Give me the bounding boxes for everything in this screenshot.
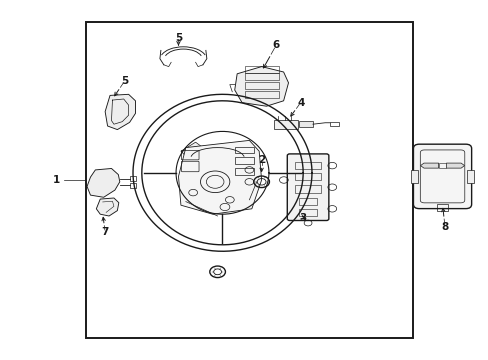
Bar	[298, 209, 317, 216]
FancyBboxPatch shape	[412, 144, 470, 209]
Text: 4: 4	[296, 98, 304, 108]
Text: 8: 8	[441, 222, 447, 232]
Bar	[466, 170, 472, 183]
Polygon shape	[96, 198, 119, 216]
Bar	[299, 121, 312, 127]
Bar	[295, 173, 320, 180]
Polygon shape	[438, 163, 446, 168]
Text: 5: 5	[121, 76, 128, 86]
Bar	[295, 162, 320, 169]
Bar	[436, 204, 447, 211]
Bar	[298, 198, 317, 205]
Bar	[329, 122, 338, 126]
Polygon shape	[234, 67, 288, 106]
Polygon shape	[178, 140, 261, 214]
Bar	[295, 185, 320, 193]
Bar	[245, 82, 278, 89]
Text: 7: 7	[101, 227, 109, 237]
Text: 5: 5	[175, 33, 182, 43]
Bar	[85, 22, 412, 338]
Text: 6: 6	[272, 40, 279, 50]
Polygon shape	[87, 168, 120, 197]
Text: 3: 3	[299, 213, 306, 223]
Bar	[234, 168, 254, 175]
Bar	[411, 170, 418, 183]
Bar	[129, 183, 136, 188]
Bar	[245, 66, 278, 73]
Bar	[234, 147, 254, 153]
Bar	[245, 73, 278, 80]
Bar	[129, 176, 136, 181]
Text: 1: 1	[53, 175, 60, 185]
Polygon shape	[181, 142, 205, 171]
Text: 2: 2	[258, 155, 264, 165]
Bar	[245, 91, 278, 98]
Polygon shape	[446, 163, 464, 168]
Bar	[234, 157, 254, 164]
Polygon shape	[105, 94, 135, 130]
Polygon shape	[420, 163, 438, 168]
Bar	[273, 120, 298, 129]
FancyBboxPatch shape	[287, 154, 328, 220]
